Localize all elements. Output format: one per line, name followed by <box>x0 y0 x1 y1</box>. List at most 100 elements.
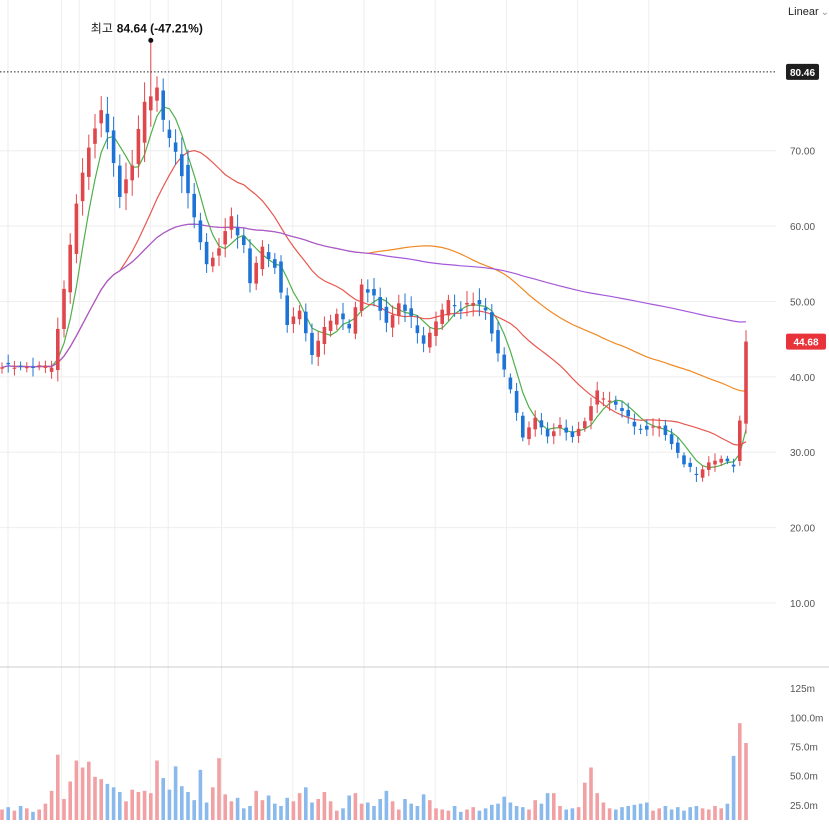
candle-body <box>80 172 85 202</box>
volume-bar <box>403 799 407 820</box>
candle <box>638 424 643 435</box>
volume-bar <box>676 807 680 820</box>
candle <box>198 212 203 250</box>
candle <box>589 397 593 430</box>
candle <box>124 162 128 211</box>
volume-bar <box>744 743 748 820</box>
candle <box>483 298 488 320</box>
candle-body <box>242 236 246 246</box>
candle <box>496 321 500 362</box>
reference-price-label: 80.46 <box>790 68 815 79</box>
candle <box>682 452 686 468</box>
candle <box>694 466 699 482</box>
candle-body <box>440 309 444 324</box>
volume-bar <box>204 802 209 820</box>
volume-bar <box>446 810 451 820</box>
candle <box>235 214 240 249</box>
candle <box>390 305 395 338</box>
candle-body <box>248 248 252 284</box>
candle-body <box>583 421 587 429</box>
candle <box>477 288 482 317</box>
volume-bar <box>409 803 413 820</box>
candle <box>18 361 23 371</box>
candle-body <box>700 469 705 478</box>
candle <box>291 307 296 334</box>
volume-bar <box>397 809 401 820</box>
candle <box>409 296 413 329</box>
volume-bar <box>483 808 488 820</box>
candle-body <box>403 304 407 311</box>
volume-bar <box>0 809 4 820</box>
candle <box>533 410 537 437</box>
candle-body <box>694 473 699 475</box>
candle <box>173 129 178 166</box>
candle-body <box>180 154 184 177</box>
candle <box>328 314 333 337</box>
volume-bar <box>136 792 141 820</box>
volume-bar <box>229 801 234 820</box>
volume-bar <box>254 790 258 820</box>
candle-body <box>316 340 320 357</box>
candle <box>347 319 351 334</box>
candle <box>130 149 134 196</box>
volume-bar <box>68 781 72 820</box>
candle <box>719 455 723 466</box>
candles <box>0 40 748 482</box>
candle-body <box>87 147 91 177</box>
candle <box>521 411 525 442</box>
candle-body <box>719 458 723 463</box>
candle-body <box>291 316 296 324</box>
candle-body <box>328 320 333 331</box>
volume-bar <box>502 796 506 820</box>
price-tick-label: 60.00 <box>790 222 815 233</box>
volume-tick-label: 50.0m <box>790 772 818 783</box>
volume-bar <box>192 800 196 820</box>
scale-mode-selector[interactable]: Linear ⌄ <box>788 6 829 18</box>
chevron-down-icon[interactable]: ⌄ <box>820 7 829 18</box>
candle <box>707 456 711 477</box>
volume-bar <box>421 794 426 820</box>
candle-body <box>477 300 482 305</box>
candle <box>353 301 358 340</box>
price-tick-label: 50.00 <box>790 297 815 308</box>
candle-body <box>211 257 215 267</box>
candle <box>31 357 35 377</box>
candle-body <box>56 328 60 371</box>
candle-body <box>186 164 190 194</box>
candle-body <box>68 244 72 293</box>
candle <box>0 362 4 374</box>
candle-body <box>18 365 23 367</box>
candle-body <box>223 231 227 245</box>
candle-body <box>545 429 550 437</box>
price-tick-label: 30.00 <box>790 448 815 459</box>
volume-bar <box>111 787 116 820</box>
candle <box>192 182 196 229</box>
volume-bar <box>18 806 23 820</box>
ma60-line <box>1 223 747 392</box>
scale-mode-label[interactable]: Linear <box>788 6 819 18</box>
candle <box>254 256 258 291</box>
candle <box>366 279 370 303</box>
candle-body <box>589 406 593 421</box>
volume-bar <box>62 799 66 820</box>
candle-body <box>595 390 599 405</box>
candle <box>669 428 674 450</box>
candle <box>359 278 364 317</box>
candle-body <box>93 128 97 144</box>
volume-bar <box>694 806 699 820</box>
volume-bar <box>725 803 730 820</box>
candle-body <box>142 101 147 143</box>
candle <box>229 207 234 239</box>
candle-body <box>297 310 302 320</box>
candle-body <box>12 367 17 369</box>
candle <box>335 308 339 330</box>
candle-body <box>707 462 711 470</box>
candle-body <box>651 426 655 428</box>
candle <box>731 458 736 473</box>
candle <box>440 303 444 331</box>
candle-body <box>136 128 141 165</box>
candle-body <box>43 365 48 368</box>
candle-body <box>74 203 79 254</box>
